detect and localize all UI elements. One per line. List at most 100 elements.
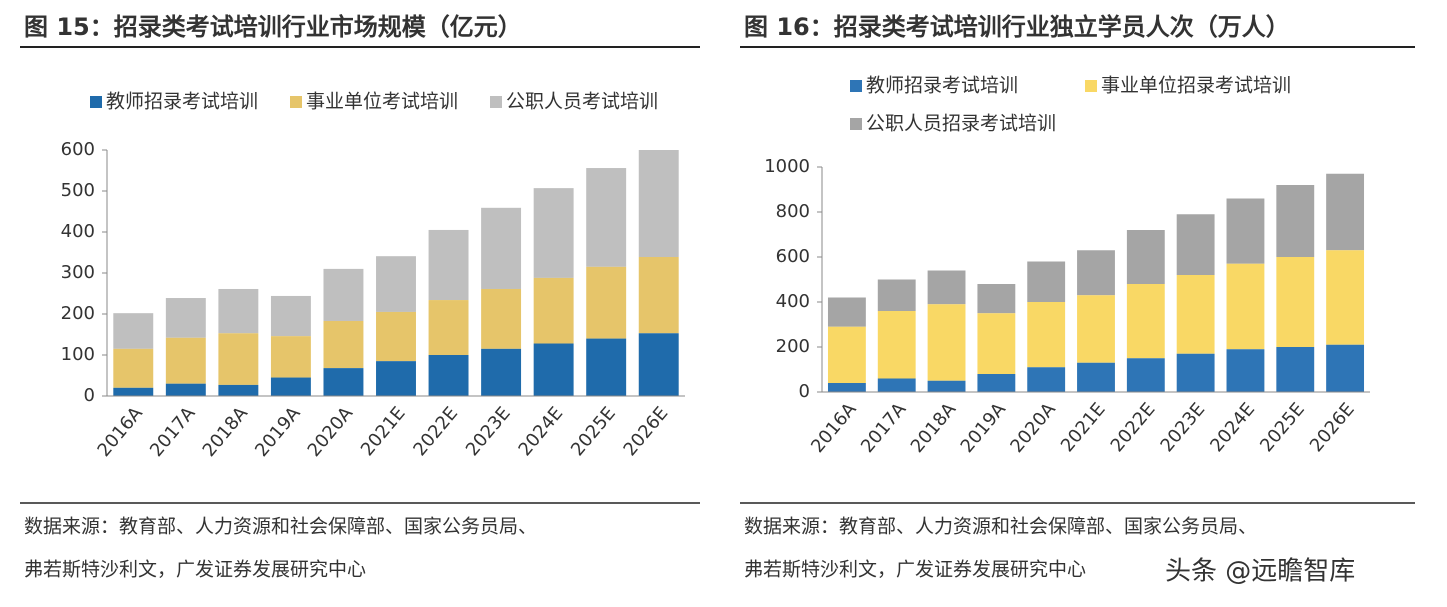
x-tick-label: 2026E xyxy=(620,403,673,460)
bar xyxy=(376,311,416,362)
bar xyxy=(218,384,259,396)
bar xyxy=(1027,261,1066,302)
bar xyxy=(1326,250,1365,345)
bar xyxy=(1226,349,1265,392)
x-tick-label: 2025E xyxy=(567,403,620,460)
bar xyxy=(1226,263,1265,350)
legend-swatch xyxy=(850,118,862,130)
bar xyxy=(877,279,916,311)
bar xyxy=(481,348,522,396)
source: 弗若斯特沙利文，广发证券发展研究中心 xyxy=(744,559,1086,581)
bar xyxy=(376,361,416,396)
bar xyxy=(1027,302,1066,368)
bar xyxy=(165,337,206,384)
bar xyxy=(533,343,574,396)
bar xyxy=(1126,284,1165,359)
x-tick-label: 2020A xyxy=(304,402,358,461)
legend-swatch xyxy=(1085,80,1097,92)
bar xyxy=(586,168,627,267)
legend-label: 事业单位招录考试培训 xyxy=(1101,75,1291,97)
bar xyxy=(1027,367,1066,392)
bar xyxy=(977,284,1016,314)
bar xyxy=(376,256,416,312)
legend-label: 事业单位考试培训 xyxy=(306,91,458,113)
y-tick-label: 600 xyxy=(61,139,95,160)
legend-label: 教师招录考试培训 xyxy=(866,75,1018,97)
bar xyxy=(270,336,311,378)
y-tick-label: 400 xyxy=(776,291,810,312)
x-tick-label: 2023E xyxy=(462,403,515,460)
x-tick-label: 2016A xyxy=(93,402,147,461)
x-tick-label: 2021E xyxy=(357,403,410,460)
x-tick-label: 2022E xyxy=(409,403,462,460)
bar xyxy=(428,355,469,396)
bar xyxy=(927,270,966,305)
chart-title: 图 15：招录类考试培训行业市场规模（亿元） xyxy=(24,13,522,41)
y-tick-label: 200 xyxy=(776,336,810,357)
legend-swatch xyxy=(850,80,862,92)
legend-label: 教师招录考试培训 xyxy=(106,91,258,113)
x-tick-label: 2020A xyxy=(1006,398,1060,457)
bar xyxy=(1126,230,1165,284)
bar xyxy=(877,378,916,392)
bar xyxy=(1276,347,1315,392)
x-tick-label: 2024E xyxy=(1206,399,1259,456)
bar xyxy=(1276,185,1315,257)
bar xyxy=(586,338,627,396)
bar xyxy=(1077,250,1115,296)
bar xyxy=(218,333,259,385)
bar xyxy=(533,188,574,278)
bar xyxy=(270,377,311,396)
x-tick-label: 2019A xyxy=(251,402,305,461)
bar xyxy=(638,257,679,334)
x-tick-label: 2026E xyxy=(1306,399,1359,456)
y-tick-label: 0 xyxy=(799,381,810,402)
x-tick-label: 2016A xyxy=(807,398,861,457)
y-tick-label: 400 xyxy=(61,221,95,242)
x-tick-label: 2024E xyxy=(514,403,567,460)
y-tick-label: 200 xyxy=(61,303,95,324)
bar xyxy=(827,383,866,392)
y-tick-label: 0 xyxy=(84,385,95,406)
bar xyxy=(977,313,1016,374)
bar xyxy=(165,298,206,338)
legend-label: 公职人员招录考试培训 xyxy=(866,113,1056,135)
bar xyxy=(270,295,311,337)
bar xyxy=(481,207,522,289)
bar xyxy=(323,320,364,369)
y-tick-label: 100 xyxy=(61,344,95,365)
bar xyxy=(1126,358,1165,392)
bar xyxy=(323,368,364,396)
bar xyxy=(877,311,916,379)
bar xyxy=(1326,173,1365,251)
source: 数据来源：教育部、人力资源和社会保障部、国家公务员局、 xyxy=(744,516,1257,538)
bar xyxy=(638,150,679,258)
y-tick-label: 800 xyxy=(776,201,810,222)
bar xyxy=(927,304,966,381)
legend-swatch xyxy=(90,96,102,108)
x-tick-label: 2017A xyxy=(146,402,200,461)
bar xyxy=(428,300,469,355)
bar xyxy=(323,268,364,321)
bar xyxy=(1176,275,1215,354)
x-tick-label: 2025E xyxy=(1256,399,1309,456)
source: 数据来源：教育部、人力资源和社会保障部、国家公务员局、 xyxy=(24,516,537,538)
bar xyxy=(1326,344,1365,392)
chart-title: 图 16：招录类考试培训行业独立学员人次（万人） xyxy=(744,13,1290,41)
bar xyxy=(1077,295,1115,363)
x-tick-label: 2017A xyxy=(857,398,911,457)
y-tick-label: 500 xyxy=(61,180,95,201)
x-tick-label: 2018A xyxy=(907,398,961,457)
bar xyxy=(165,383,206,396)
source: 弗若斯特沙利文，广发证券发展研究中心 xyxy=(24,559,366,581)
legend-swatch xyxy=(490,96,502,108)
bar xyxy=(586,266,627,339)
bar xyxy=(113,387,154,396)
bar xyxy=(1077,362,1115,392)
x-tick-label: 2023E xyxy=(1156,399,1209,456)
legend-swatch xyxy=(290,96,302,108)
x-tick-label: 2019A xyxy=(957,398,1011,457)
x-tick-label: 2018A xyxy=(199,402,253,461)
bar xyxy=(481,288,522,349)
legend-label: 公职人员考试培训 xyxy=(506,91,658,113)
